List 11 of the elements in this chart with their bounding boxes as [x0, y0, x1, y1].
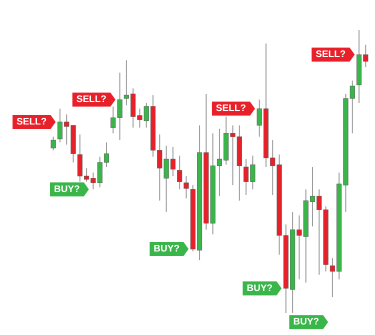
candlestick — [177, 155, 182, 190]
text: SELL? — [16, 116, 47, 128]
annotation: BUY? — [54, 184, 80, 195]
annotation: BUY? — [154, 244, 180, 255]
annotation: SELL? — [316, 49, 346, 60]
annotation: SELL? — [216, 103, 246, 114]
annotation: SELL? — [76, 94, 107, 106]
text: BUY? — [293, 316, 320, 328]
annotation: BUY? — [246, 282, 273, 294]
candlestick — [184, 176, 189, 199]
candlestick — [50, 136, 56, 151]
